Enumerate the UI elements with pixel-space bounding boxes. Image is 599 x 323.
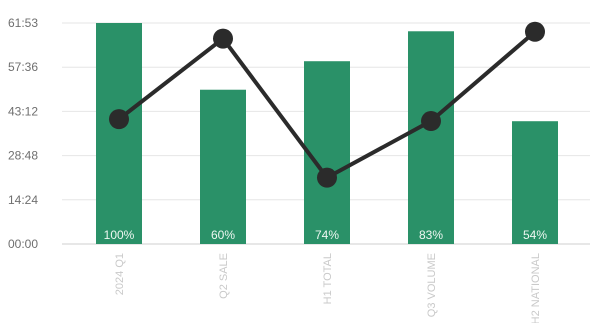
- bar-value-label: 100%: [104, 228, 135, 242]
- x-tick-label: Q3 VOLUME: [426, 253, 438, 317]
- line-point: [109, 109, 129, 130]
- bar: [408, 31, 454, 245]
- y-axis-ticks: 00:00 14:24 28:48 43:12 57:36 61:53: [8, 16, 38, 251]
- line-point: [525, 21, 545, 42]
- y-tick-label: 14:24: [8, 193, 38, 207]
- bar-value-label: 74%: [315, 228, 339, 242]
- bar: [512, 121, 558, 244]
- line-point: [317, 167, 337, 188]
- y-tick-label: 00:00: [8, 237, 38, 251]
- y-tick-label: 28:48: [8, 149, 38, 163]
- y-tick-label: 61:53: [8, 16, 38, 30]
- bar-value-label: 83%: [419, 228, 443, 242]
- bar: [304, 61, 350, 245]
- x-axis-ticks: 2024 Q1 Q2 SALE H1 TOTAL Q3 VOLUME H2 NATION…: [114, 253, 542, 323]
- bar: [96, 23, 142, 244]
- x-tick-label: Q2 SALE: [218, 253, 230, 299]
- bar-value-labels: 100% 60% 74% 83% 54%: [104, 228, 548, 242]
- line-point: [421, 111, 441, 132]
- bar-series: [96, 23, 558, 245]
- bar-value-label: 54%: [523, 228, 547, 242]
- y-tick-label: 43:12: [8, 104, 38, 118]
- y-tick-label: 57:36: [8, 60, 38, 74]
- x-tick-label: H1 TOTAL: [322, 253, 334, 304]
- x-tick-label: H2 NATIONAL: [530, 253, 542, 323]
- x-tick-label: 2024 Q1: [114, 253, 126, 295]
- bar: [200, 89, 246, 244]
- line-series: [109, 21, 545, 188]
- bar-value-label: 60%: [211, 228, 235, 242]
- line-point: [213, 28, 233, 49]
